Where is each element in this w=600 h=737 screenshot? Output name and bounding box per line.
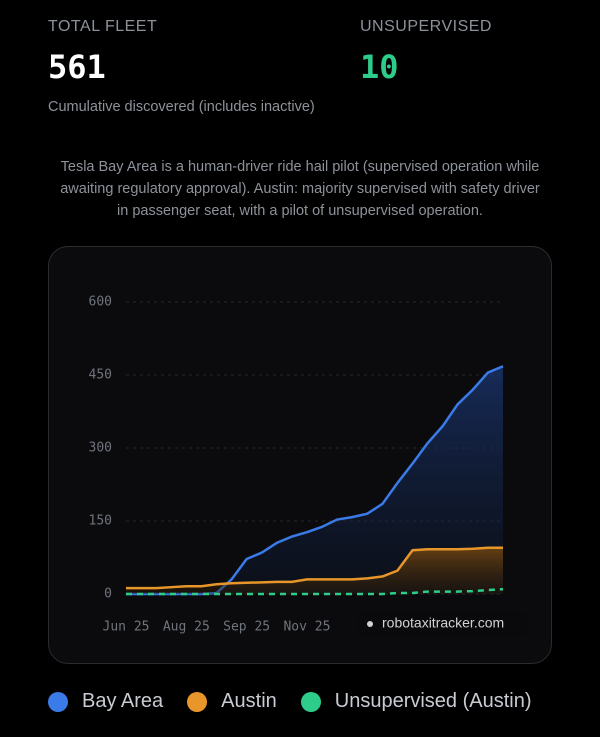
stat-label: UNSUPERVISED [360,18,492,35]
watermark: robotaxitracker.com [382,615,504,631]
description: Tesla Bay Area is a human-driver ride ha… [60,159,540,219]
y-tick-label: 150 [89,514,112,529]
legend-item: Bay Area [48,690,163,713]
legend-item: Austin [187,690,277,713]
legend: Bay Area Austin Unsupervised (Austin) [48,690,556,713]
area [126,366,503,594]
y-tick-label: 600 [89,295,112,310]
watermark-dot [367,621,373,627]
x-tick-label: Nov 25 [283,620,330,635]
series-line [126,546,503,590]
x-tick-label: Aug 25 [163,620,210,635]
legend-swatch [48,691,68,712]
legend-label: Austin [221,690,277,712]
y-tick-label: 0 [104,587,112,602]
stat-value: 10 [360,48,399,86]
legend-label: Unsupervised (Austin) [334,690,532,712]
y-tick-label: 450 [89,368,112,383]
x-tick-label: Sep 25 [223,620,270,635]
series-line [126,587,504,596]
stat-note: Cumulative discovered (includes inactive… [48,99,315,115]
legend-label: Bay Area [82,690,164,712]
area [126,547,503,594]
legend-swatch [187,691,208,712]
stat-value: 561 [48,48,106,86]
watermark-bg [358,612,528,636]
y-tick-label: 300 [89,441,112,456]
legend-item: Unsupervised (Austin) [300,690,532,713]
stat-label: TOTAL FLEET [48,18,158,35]
x-tick-label: Jun 25 [103,620,150,635]
legend-swatch [300,691,321,712]
